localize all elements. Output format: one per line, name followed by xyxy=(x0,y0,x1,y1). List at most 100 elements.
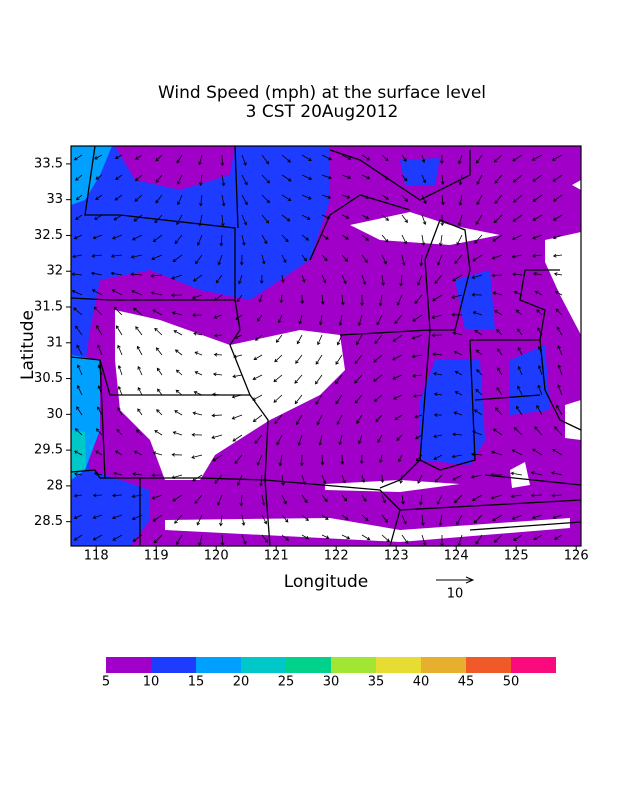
wind-arrow xyxy=(297,434,303,447)
wind-arrow xyxy=(235,314,243,320)
wind-arrow xyxy=(361,174,371,180)
wind-arrow xyxy=(193,274,203,282)
wind-arrow xyxy=(75,325,83,336)
wind-arrow xyxy=(241,154,247,166)
wind-arrow xyxy=(381,154,389,162)
wind-arrow xyxy=(512,272,523,277)
wind-arrow xyxy=(361,514,369,522)
wind-arrow xyxy=(497,367,503,376)
wind-arrow xyxy=(192,474,203,482)
y-tick-label: 33 xyxy=(46,192,63,207)
wind-arrow xyxy=(417,474,423,484)
wind-arrow xyxy=(261,254,266,265)
wind-arrow xyxy=(534,426,543,436)
wind-arrow xyxy=(232,434,243,442)
wind-arrow xyxy=(261,214,270,224)
wind-arrow xyxy=(361,474,366,483)
wind-arrow xyxy=(75,194,83,201)
wind-arrow xyxy=(213,314,223,319)
wind-arrow xyxy=(92,234,103,240)
wind-arrow xyxy=(321,194,332,199)
wind-arrow xyxy=(473,514,483,524)
wind-arrow xyxy=(172,254,183,262)
wind-arrow xyxy=(356,414,363,425)
wind-arrow xyxy=(299,454,304,467)
wind-arrow xyxy=(241,174,248,186)
wind-arrow xyxy=(151,473,163,478)
wind-arrow xyxy=(381,254,387,265)
colorbar-label: 20 xyxy=(233,675,250,690)
wind-arrow xyxy=(233,354,243,359)
wind-arrow xyxy=(553,194,563,202)
wind-arrow xyxy=(281,194,292,201)
wind-arrow xyxy=(515,405,523,416)
wind-arrow xyxy=(191,454,203,459)
wind-arrow xyxy=(552,253,563,258)
wind-arrow xyxy=(320,294,325,305)
wind-arrow xyxy=(354,374,363,384)
wind-arrow xyxy=(497,348,503,356)
wind-arrow xyxy=(75,214,83,220)
wind-arrow xyxy=(176,154,183,164)
wind-arrow xyxy=(472,311,483,316)
colorbar-label: 35 xyxy=(368,675,385,690)
wind-arrow xyxy=(378,294,383,307)
wind-arrow xyxy=(341,214,350,219)
wind-arrow xyxy=(399,274,404,287)
wind-arrow xyxy=(456,234,463,246)
wind-arrow xyxy=(554,290,563,296)
wind-arrow xyxy=(421,194,427,205)
wind-arrow xyxy=(341,194,351,199)
y-tick-label: 30 xyxy=(46,407,63,422)
wind-arrow xyxy=(73,234,83,240)
wind-arrow xyxy=(234,454,243,465)
wind-arrow xyxy=(135,326,143,336)
wind-arrow xyxy=(97,406,103,416)
wind-arrow xyxy=(114,450,123,456)
wind-arrow xyxy=(511,254,523,259)
wind-arrow xyxy=(174,234,183,245)
colorbar-label: 50 xyxy=(503,675,520,690)
wind-arrow xyxy=(551,471,563,476)
wind-arrow xyxy=(131,514,143,521)
wind-arrow xyxy=(152,451,163,456)
wind-arrow xyxy=(301,474,306,486)
wind-arrow xyxy=(439,154,444,165)
wind-arrow xyxy=(532,448,543,456)
wind-arrow xyxy=(278,454,283,467)
wind-arrow xyxy=(172,494,183,502)
wind-arrow xyxy=(281,214,291,222)
wind-arrow xyxy=(496,329,503,336)
wind-arrow xyxy=(117,365,123,376)
wind-arrow xyxy=(552,234,563,240)
wind-arrow xyxy=(381,174,389,180)
wind-arrow xyxy=(517,346,523,356)
wind-arrow xyxy=(281,234,289,243)
wind-arrow xyxy=(261,174,271,184)
wind-arrow xyxy=(194,351,203,356)
wind-arrow xyxy=(241,514,246,526)
wind-arrow xyxy=(301,514,309,521)
wind-arrow xyxy=(175,369,183,376)
wind-arrow xyxy=(135,154,143,160)
wind-arrow xyxy=(321,534,330,539)
y-tick-label: 32 xyxy=(46,264,63,279)
wind-arrow xyxy=(254,434,263,444)
wind-arrow xyxy=(259,474,264,487)
wind-arrow xyxy=(432,352,443,357)
wind-arrow xyxy=(433,392,443,397)
wind-arrow xyxy=(361,494,367,502)
wind-arrow xyxy=(133,307,143,316)
wind-arrow xyxy=(398,454,403,463)
wind-arrow xyxy=(174,410,183,416)
wind-arrow xyxy=(414,414,423,419)
wind-arrow xyxy=(475,214,483,225)
wind-arrow xyxy=(532,234,543,240)
wind-arrow xyxy=(556,404,563,416)
wind-arrow xyxy=(553,534,563,540)
wind-arrow xyxy=(376,314,383,326)
wind-arrow xyxy=(412,394,423,398)
wind-arrow xyxy=(112,493,123,498)
wind-arrow xyxy=(341,534,351,540)
wind-arrow xyxy=(321,254,328,262)
